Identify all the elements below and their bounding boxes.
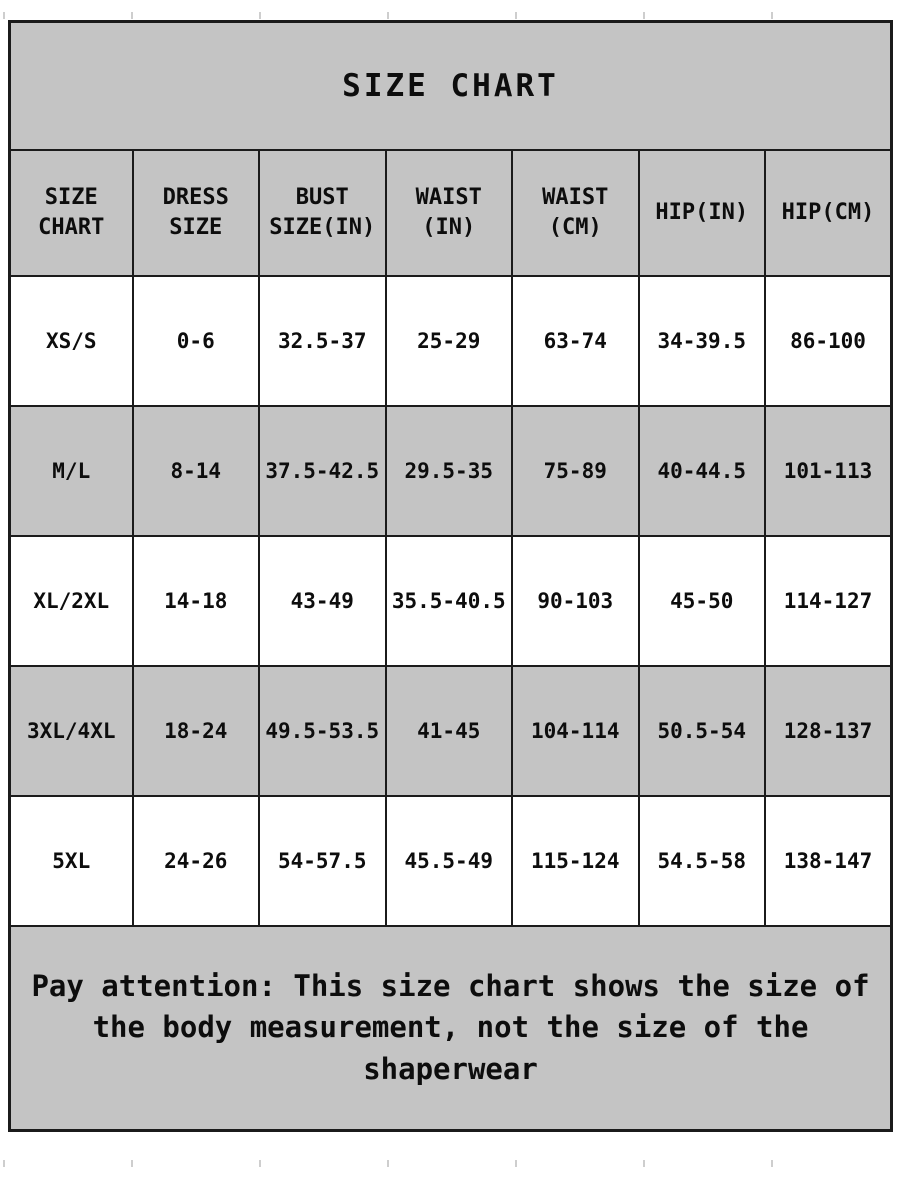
data-cell: 29.5-35 [384, 405, 513, 537]
data-cell: 104-114 [511, 665, 640, 797]
size-chart-table: SIZE CHART SIZE CHART DRESS SIZE BUST SI… [8, 20, 893, 1132]
data-cell: 115-124 [511, 795, 640, 927]
data-cell: 0-6 [131, 275, 260, 407]
data-cell: 54-57.5 [258, 795, 387, 927]
header-row: SIZE CHART DRESS SIZE BUST SIZE(IN) WAIS… [8, 149, 893, 277]
data-cell: 40-44.5 [637, 405, 766, 537]
title-row: SIZE CHART [8, 20, 893, 151]
data-cell: 24-26 [131, 795, 260, 927]
ruler-ticks-top [3, 12, 897, 19]
note-row: Pay attention: This size chart shows the… [8, 925, 893, 1132]
table-row-xl-2xl: XL/2XL 14-18 43-49 35.5-40.5 90-103 45-5… [8, 535, 893, 667]
note-line-1: Pay attention: This size chart shows the… [31, 969, 870, 1004]
data-cell: 37.5-42.5 [258, 405, 387, 537]
table-row-5xl: 5XL 24-26 54-57.5 45.5-49 115-124 54.5-5… [8, 795, 893, 927]
table-row-3xl-4xl: 3XL/4XL 18-24 49.5-53.5 41-45 104-114 50… [8, 665, 893, 797]
data-cell: 114-127 [764, 535, 893, 667]
data-cell: 18-24 [131, 665, 260, 797]
size-label-cell: 3XL/4XL [8, 665, 134, 797]
ruler-ticks-bottom [3, 1160, 897, 1167]
data-cell: 35.5-40.5 [384, 535, 513, 667]
table-row-xs-s: XS/S 0-6 32.5-37 25-29 63-74 34-39.5 86-… [8, 275, 893, 407]
note-line-2: the body measurement, not the size of th… [92, 1010, 809, 1045]
data-cell: 43-49 [258, 535, 387, 667]
data-cell: 54.5-58 [637, 795, 766, 927]
header-cell-waist-cm: WAIST (CM) [511, 149, 640, 277]
data-cell: 63-74 [511, 275, 640, 407]
data-cell: 32.5-37 [258, 275, 387, 407]
data-cell: 25-29 [384, 275, 513, 407]
header-cell-dress-size: DRESS SIZE [131, 149, 260, 277]
data-cell: 45-50 [637, 535, 766, 667]
page-title: SIZE CHART [8, 20, 893, 151]
data-cell: 49.5-53.5 [258, 665, 387, 797]
data-cell: 50.5-54 [637, 665, 766, 797]
data-cell: 8-14 [131, 405, 260, 537]
header-cell-hip-cm: HIP(CM) [764, 149, 893, 277]
data-cell: 90-103 [511, 535, 640, 667]
data-cell: 101-113 [764, 405, 893, 537]
data-cell: 34-39.5 [637, 275, 766, 407]
attention-note: Pay attention: This size chart shows the… [8, 925, 893, 1132]
table-row-m-l: M/L 8-14 37.5-42.5 29.5-35 75-89 40-44.5… [8, 405, 893, 537]
data-cell: 14-18 [131, 535, 260, 667]
data-cell: 86-100 [764, 275, 893, 407]
header-cell-size-chart: SIZE CHART [8, 149, 134, 277]
data-cell: 41-45 [384, 665, 513, 797]
header-cell-bust-in: BUST SIZE(IN) [258, 149, 387, 277]
data-cell: 75-89 [511, 405, 640, 537]
size-label-cell: XS/S [8, 275, 134, 407]
data-cell: 128-137 [764, 665, 893, 797]
note-line-3: shaperwear [363, 1051, 538, 1086]
size-label-cell: XL/2XL [8, 535, 134, 667]
header-cell-hip-in: HIP(IN) [637, 149, 766, 277]
data-cell: 45.5-49 [384, 795, 513, 927]
header-cell-waist-in: WAIST (IN) [384, 149, 513, 277]
data-cell: 138-147 [764, 795, 893, 927]
size-label-cell: 5XL [8, 795, 134, 927]
size-label-cell: M/L [8, 405, 134, 537]
